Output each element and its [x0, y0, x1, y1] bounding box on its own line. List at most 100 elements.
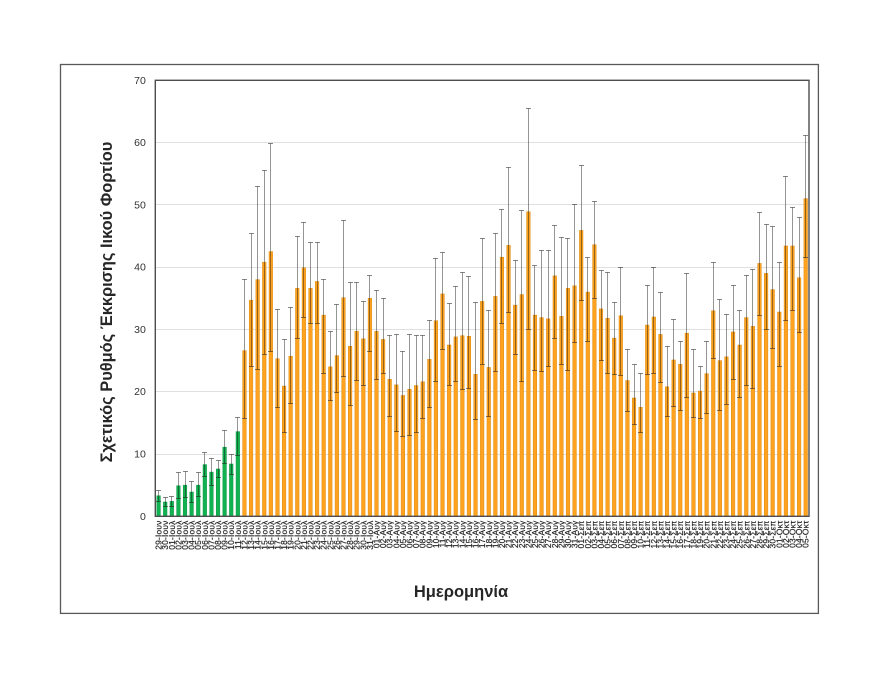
svg-text:03-Αυγ: 03-Αυγ: [385, 520, 395, 548]
svg-text:27-Σεπ: 27-Σεπ: [748, 520, 758, 548]
svg-text:Ημερομηνία: Ημερομηνία: [414, 583, 508, 601]
svg-text:20-Σεπ: 20-Σεπ: [702, 520, 712, 548]
svg-text:04-Ιουλ: 04-Ιουλ: [187, 520, 197, 550]
svg-text:06-Σεπ: 06-Σεπ: [609, 520, 619, 548]
svg-text:40: 40: [134, 262, 146, 274]
svg-text:02-Οκτ: 02-Οκτ: [781, 520, 791, 548]
svg-text:30-Σεπ: 30-Σεπ: [768, 520, 778, 548]
svg-text:10-Αυγ: 10-Αυγ: [431, 520, 441, 548]
svg-text:14-Αυγ: 14-Αυγ: [457, 520, 467, 548]
svg-text:09-Αυγ: 09-Αυγ: [424, 520, 434, 548]
svg-text:23-Ιουλ: 23-Ιουλ: [312, 520, 322, 550]
svg-text:10-Σεπ: 10-Σεπ: [636, 520, 646, 548]
svg-text:05-Αυγ: 05-Αυγ: [398, 520, 408, 548]
svg-text:03-Οκτ: 03-Οκτ: [787, 520, 797, 548]
svg-text:17-Σεπ: 17-Σεπ: [682, 520, 692, 548]
svg-text:0: 0: [140, 511, 146, 523]
svg-text:28-Σεπ: 28-Σεπ: [754, 520, 764, 548]
svg-text:04-Σεπ: 04-Σεπ: [596, 520, 606, 548]
svg-text:17-Αυγ: 17-Αυγ: [477, 520, 487, 548]
svg-text:08-Αυγ: 08-Αυγ: [418, 520, 428, 548]
svg-text:05-Οκτ: 05-Οκτ: [801, 520, 811, 548]
svg-text:31-Ιουλ: 31-Ιουλ: [365, 520, 375, 550]
svg-text:60: 60: [134, 137, 146, 149]
svg-text:19-Σεπ: 19-Σεπ: [695, 520, 705, 548]
svg-text:29-Ιουν: 29-Ιουν: [154, 521, 164, 550]
svg-text:10-Ιουλ: 10-Ιουλ: [226, 520, 236, 550]
svg-text:02-Αυγ: 02-Αυγ: [378, 520, 388, 548]
svg-text:28-Αυγ: 28-Αυγ: [550, 520, 560, 548]
svg-text:23-Σεπ: 23-Σεπ: [721, 520, 731, 548]
svg-text:08-Ιουλ: 08-Ιουλ: [213, 520, 223, 550]
svg-text:20-Ιουλ: 20-Ιουλ: [292, 520, 302, 550]
svg-text:12-Ιουλ: 12-Ιουλ: [239, 520, 249, 550]
svg-text:18-Ιουλ: 18-Ιουλ: [279, 520, 289, 550]
svg-text:24-Σεπ: 24-Σεπ: [728, 520, 738, 548]
svg-text:04-Αυγ: 04-Αυγ: [391, 520, 401, 548]
svg-text:24-Αυγ: 24-Αυγ: [523, 520, 533, 548]
svg-text:18-Σεπ: 18-Σεπ: [688, 520, 698, 548]
svg-text:26-Ιουλ: 26-Ιουλ: [332, 520, 342, 550]
svg-text:14-Σεπ: 14-Σεπ: [662, 520, 672, 548]
svg-text:02-Ιουλ: 02-Ιουλ: [173, 520, 183, 550]
svg-text:31-Αυγ: 31-Αυγ: [570, 520, 580, 548]
svg-text:08-Σεπ: 08-Σεπ: [622, 520, 632, 548]
svg-text:07-Αυγ: 07-Αυγ: [411, 520, 421, 548]
svg-text:07-Σεπ: 07-Σεπ: [616, 520, 626, 548]
svg-text:15-Σεπ: 15-Σεπ: [669, 520, 679, 548]
svg-text:50: 50: [134, 199, 146, 211]
svg-text:07-Ιουλ: 07-Ιουλ: [206, 520, 216, 550]
svg-text:11-Ιουλ: 11-Ιουλ: [233, 520, 243, 549]
svg-text:29-Ιουλ: 29-Ιουλ: [352, 520, 362, 550]
svg-text:01-Οκτ: 01-Οκτ: [774, 520, 784, 548]
svg-text:22-Σεπ: 22-Σεπ: [715, 520, 725, 548]
svg-text:18-Αυγ: 18-Αυγ: [484, 520, 494, 548]
svg-text:30-Αυγ: 30-Αυγ: [563, 520, 573, 548]
svg-text:29-Σεπ: 29-Σεπ: [761, 520, 771, 548]
svg-text:11-Σεπ: 11-Σεπ: [642, 520, 652, 547]
svg-text:02-Σεπ: 02-Σεπ: [583, 520, 593, 548]
svg-text:05-Ιουλ: 05-Ιουλ: [193, 520, 203, 550]
svg-text:15-Ιουλ: 15-Ιουλ: [259, 520, 269, 550]
svg-text:20: 20: [134, 386, 146, 398]
svg-text:01-Ιουλ: 01-Ιουλ: [167, 520, 177, 550]
svg-text:23-Αυγ: 23-Αυγ: [517, 520, 527, 548]
svg-text:26-Σεπ: 26-Σεπ: [741, 520, 751, 548]
svg-text:28-Ιουλ: 28-Ιουλ: [345, 520, 355, 550]
svg-text:09-Σεπ: 09-Σεπ: [629, 520, 639, 548]
svg-text:16-Ιουλ: 16-Ιουλ: [266, 520, 276, 550]
svg-text:06-Ιουλ: 06-Ιουλ: [200, 520, 210, 550]
svg-text:30-Ιουλ: 30-Ιουλ: [358, 520, 368, 550]
svg-text:16-Αυγ: 16-Αυγ: [471, 520, 481, 548]
svg-text:25-Σεπ: 25-Σεπ: [735, 520, 745, 548]
svg-text:13-Ιουλ: 13-Ιουλ: [246, 520, 256, 550]
svg-text:01-Σεπ: 01-Σεπ: [576, 520, 586, 548]
svg-text:04-Οκτ: 04-Οκτ: [794, 520, 804, 548]
svg-text:03-Σεπ: 03-Σεπ: [589, 520, 599, 548]
svg-text:22-Αυγ: 22-Αυγ: [510, 520, 520, 548]
svg-text:29-Αυγ: 29-Αυγ: [556, 520, 566, 548]
svg-text:12-Αυγ: 12-Αυγ: [444, 520, 454, 548]
svg-text:21-Αυγ: 21-Αυγ: [504, 520, 514, 548]
svg-text:06-Αυγ: 06-Αυγ: [405, 520, 415, 548]
svg-text:27-Ιουλ: 27-Ιουλ: [338, 520, 348, 550]
svg-text:30: 30: [134, 324, 146, 336]
svg-text:12-Σεπ: 12-Σεπ: [649, 520, 659, 548]
svg-text:25-Αυγ: 25-Αυγ: [530, 520, 540, 548]
svg-text:17-Ιουλ: 17-Ιουλ: [272, 520, 282, 550]
svg-text:15-Αυγ: 15-Αυγ: [464, 520, 474, 548]
svg-text:13-Σεπ: 13-Σεπ: [655, 520, 665, 548]
svg-text:22-Ιουλ: 22-Ιουλ: [305, 520, 315, 550]
svg-text:11-Αυγ: 11-Αυγ: [438, 520, 448, 548]
svg-text:13-Αυγ: 13-Αυγ: [451, 520, 461, 548]
svg-text:19-Αυγ: 19-Αυγ: [490, 520, 500, 548]
svg-text:09-Ιουλ: 09-Ιουλ: [220, 520, 230, 550]
svg-text:21-Ιουλ: 21-Ιουλ: [299, 520, 309, 550]
svg-text:10: 10: [134, 449, 146, 461]
svg-text:19-Ιουλ: 19-Ιουλ: [286, 520, 296, 550]
svg-text:01-Αυγ: 01-Αυγ: [372, 520, 382, 548]
svg-text:03-Ιουλ: 03-Ιουλ: [180, 520, 190, 550]
svg-text:27-Αυγ: 27-Αυγ: [543, 520, 553, 548]
svg-text:21-Σεπ: 21-Σεπ: [708, 520, 718, 548]
svg-text:20-Αυγ: 20-Αυγ: [497, 520, 507, 548]
